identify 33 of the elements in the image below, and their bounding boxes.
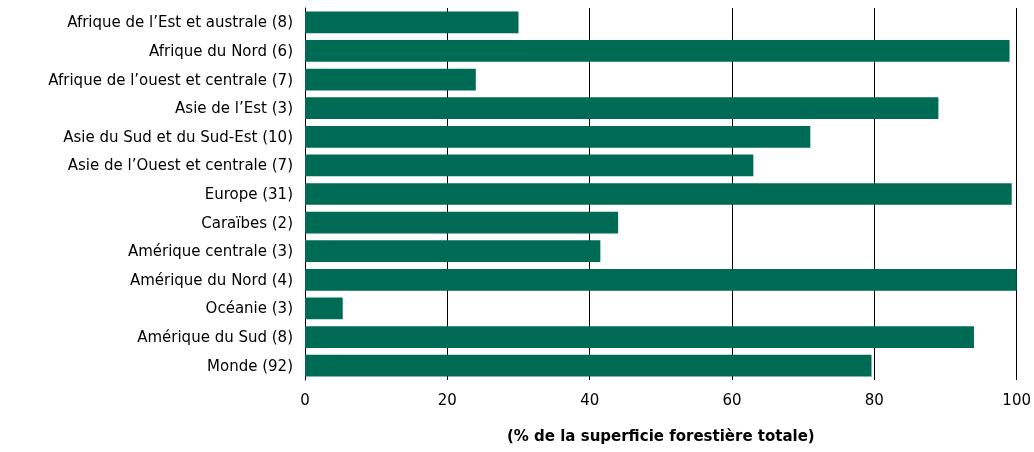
x-tick-label: 100 bbox=[1002, 390, 1032, 409]
bar bbox=[305, 11, 519, 34]
y-tick-label: Amérique du Nord (4) bbox=[129, 270, 293, 289]
bar bbox=[305, 297, 343, 320]
x-tick-label: 0 bbox=[300, 390, 310, 409]
x-tick-label: 60 bbox=[722, 390, 742, 409]
x-tick-label: 20 bbox=[437, 390, 457, 409]
bar bbox=[305, 68, 476, 91]
y-tick-label: Afrique de l’ouest et centrale (7) bbox=[48, 70, 293, 89]
y-tick-label: Amérique du Sud (8) bbox=[137, 328, 293, 347]
bar bbox=[305, 125, 811, 148]
bar bbox=[305, 183, 1012, 205]
bar bbox=[305, 240, 601, 263]
y-tick-label: Amérique centrale (3) bbox=[127, 242, 293, 261]
x-tick-label: 80 bbox=[864, 390, 884, 409]
x-tick-label: 40 bbox=[580, 390, 600, 409]
y-tick-label: Europe (31) bbox=[204, 185, 293, 203]
x-axis-title: (% de la superficie forestière totale) bbox=[506, 426, 815, 445]
bar bbox=[305, 211, 619, 234]
bar bbox=[305, 154, 754, 177]
y-tick-label: Asie de l’Ouest et centrale (7) bbox=[67, 156, 293, 175]
y-tick-label: Asie de l’Est (3) bbox=[175, 99, 293, 118]
bar bbox=[305, 40, 1010, 62]
y-tick-label: Monde (92) bbox=[207, 356, 293, 375]
y-tick-label: Afrique de l’Est et australe (8) bbox=[67, 13, 293, 32]
bar bbox=[305, 354, 872, 377]
bar bbox=[305, 268, 1017, 291]
y-tick-label: Océanie (3) bbox=[205, 299, 293, 318]
y-tick-label: Caraïbes (2) bbox=[201, 213, 293, 232]
bar bbox=[305, 97, 939, 120]
bar bbox=[305, 326, 974, 348]
y-tick-label: Asie du Sud et du Sud-Est (10) bbox=[63, 127, 293, 146]
y-tick-label: Afrique du Nord (6) bbox=[148, 41, 293, 60]
